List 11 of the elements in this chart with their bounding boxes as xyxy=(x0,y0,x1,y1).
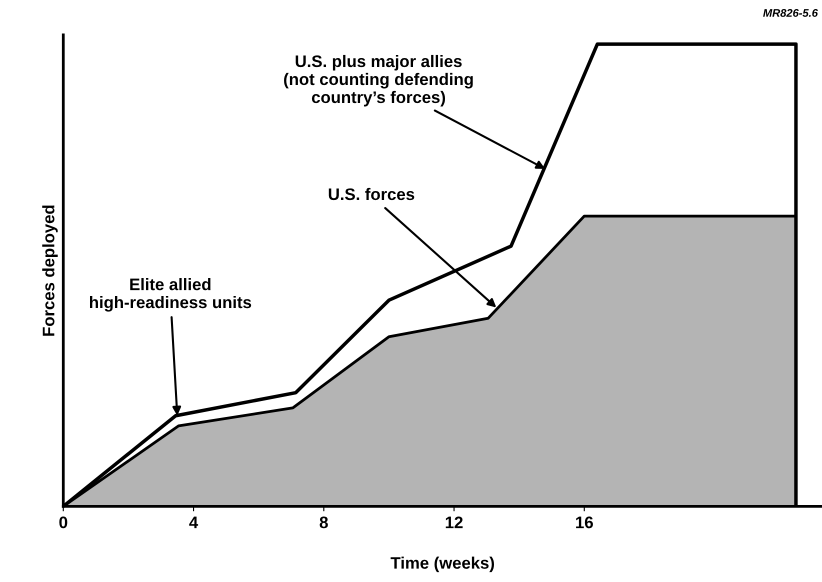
y-axis-title: Forces deployed xyxy=(42,206,58,336)
annotation: U.S. plus major allies (not counting defending country’s forces) xyxy=(284,54,473,106)
annotation: U.S. forces xyxy=(328,188,414,200)
text: MR826-5.6 xyxy=(763,9,818,17)
x-tick-label: 4 xyxy=(189,516,198,528)
annotation: Elite allied high-readiness units xyxy=(90,278,252,312)
x-tick-label: 8 xyxy=(320,516,328,528)
x-tick-label: 0 xyxy=(59,516,68,528)
x-tick-label: 12 xyxy=(446,516,463,528)
x-axis-title: Time (weeks) xyxy=(390,556,494,572)
x-tick-label: 16 xyxy=(576,516,593,528)
